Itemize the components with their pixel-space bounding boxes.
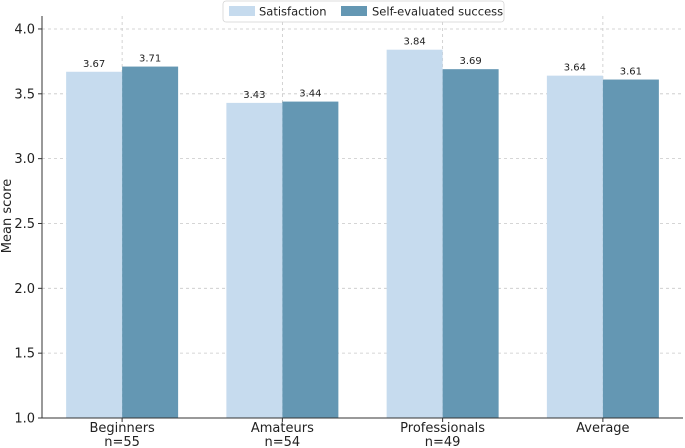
legend-label-self-evaluated-success: Self-evaluated success (372, 5, 503, 19)
y-tick-label-2-0: 2.0 (14, 282, 35, 297)
legend: Satisfaction Self-evaluated success (222, 0, 505, 23)
data-label-beginners-self-evaluated-success: 3.71 (139, 54, 161, 65)
x-tick-label-beginners: Beginners (89, 421, 155, 436)
bar-beginners-satisfaction (66, 71, 123, 418)
legend-swatch-self-evaluated-success (341, 6, 367, 16)
bar-professionals-satisfaction (386, 49, 443, 419)
x-tick-sublabel-beginners: n=55 (104, 435, 140, 448)
legend-swatch-satisfaction (229, 6, 255, 16)
y-tick-label-1-5: 1.5 (14, 347, 35, 362)
bar-professionals-self-evaluated-success (442, 69, 499, 419)
data-label-beginners-satisfaction: 3.67 (83, 59, 105, 70)
x-tick-sublabel-amateurs: n=54 (265, 435, 301, 448)
bar-amateurs-self-evaluated-success (282, 101, 339, 418)
data-label-average-self-evaluated-success: 3.61 (620, 67, 642, 78)
y-axis-title: Mean score (0, 179, 15, 253)
y-tick-label-2-5: 2.5 (14, 217, 35, 232)
y-tick-label-3-5: 3.5 (14, 87, 35, 102)
legend-label-satisfaction: Satisfaction (259, 5, 327, 19)
x-tick-sublabel-professionals: n=49 (425, 435, 461, 448)
y-tick-label-4-0: 4.0 (14, 22, 35, 37)
bar-amateurs-satisfaction (226, 102, 283, 418)
bar-average-self-evaluated-success (602, 79, 659, 419)
y-tick-label-3-0: 3.0 (14, 152, 35, 167)
data-label-professionals-satisfaction: 3.84 (403, 37, 425, 48)
x-tick-label-amateurs: Amateurs (251, 421, 314, 436)
x-tick-label-average: Average (576, 421, 629, 436)
bar-average-satisfaction (546, 75, 603, 418)
bars-layer: 3.67 3.71 3.43 3.44 3.84 3.69 3.64 3.61 (66, 37, 659, 419)
x-tick-label-professionals: Professionals (400, 421, 485, 436)
bar-beginners-self-evaluated-success (122, 66, 179, 419)
data-label-professionals-self-evaluated-success: 3.69 (459, 56, 481, 67)
y-tick-label-1-0: 1.0 (14, 412, 35, 427)
data-label-amateurs-satisfaction: 3.43 (243, 90, 265, 101)
data-label-amateurs-self-evaluated-success: 3.44 (299, 89, 321, 100)
data-label-average-satisfaction: 3.64 (564, 63, 586, 74)
